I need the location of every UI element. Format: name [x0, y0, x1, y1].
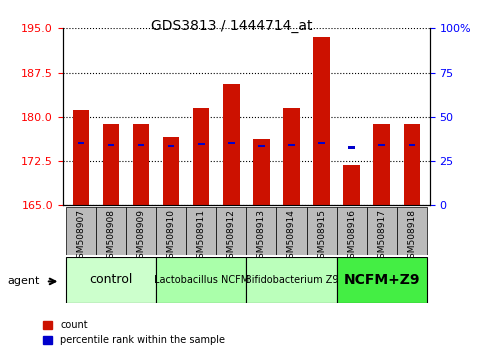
Text: NCFM+Z9: NCFM+Z9 [343, 273, 420, 287]
Bar [373, 124, 390, 205]
Bar [126, 207, 156, 255]
Bar [246, 207, 276, 255]
Bar [246, 257, 337, 303]
Bar [96, 207, 126, 255]
Bar [348, 147, 355, 149]
Bar [337, 207, 367, 255]
Bar [103, 124, 119, 205]
Text: GDS3813 / 1444714_at: GDS3813 / 1444714_at [151, 19, 313, 34]
Bar [409, 143, 415, 145]
Bar [228, 142, 235, 144]
Bar [133, 124, 149, 205]
Text: Bifidobacterium Z9: Bifidobacterium Z9 [245, 275, 338, 285]
Bar [138, 143, 144, 145]
Bar [78, 142, 84, 144]
Text: GSM508914: GSM508914 [287, 210, 296, 264]
Bar [403, 124, 420, 205]
Text: GSM508915: GSM508915 [317, 210, 326, 264]
Text: GSM508918: GSM508918 [407, 210, 416, 264]
Text: control: control [89, 273, 133, 286]
Text: Lactobacillus NCFM: Lactobacillus NCFM [154, 275, 249, 285]
Bar [367, 207, 397, 255]
Bar [313, 37, 330, 205]
Text: GSM508917: GSM508917 [377, 210, 386, 264]
Bar [163, 137, 179, 205]
Bar [283, 108, 300, 205]
Text: GSM508909: GSM508909 [137, 210, 145, 264]
Legend: count, percentile rank within the sample: count, percentile rank within the sample [39, 316, 229, 349]
Text: GSM508912: GSM508912 [227, 210, 236, 264]
Bar [223, 84, 240, 205]
Bar [397, 207, 427, 255]
Bar [258, 145, 265, 147]
Bar [288, 143, 295, 145]
Bar [193, 108, 210, 205]
Bar [72, 110, 89, 205]
Text: GSM508913: GSM508913 [257, 210, 266, 264]
Text: GSM508916: GSM508916 [347, 210, 356, 264]
Bar [108, 143, 114, 145]
Text: GSM508910: GSM508910 [167, 210, 176, 264]
Text: GSM508911: GSM508911 [197, 210, 206, 264]
Text: GSM508908: GSM508908 [106, 210, 115, 264]
Bar [307, 207, 337, 255]
Bar [276, 207, 307, 255]
Bar [216, 207, 246, 255]
Bar [156, 257, 246, 303]
Bar [66, 257, 156, 303]
Text: GSM508907: GSM508907 [76, 210, 85, 264]
Bar [168, 145, 174, 147]
Bar [66, 207, 96, 255]
Text: agent: agent [7, 276, 40, 286]
Bar [253, 139, 270, 205]
Bar [318, 142, 325, 144]
Bar [156, 207, 186, 255]
Bar [198, 143, 204, 145]
Bar [378, 144, 385, 146]
Bar [343, 165, 360, 205]
Bar [337, 257, 427, 303]
Bar [186, 207, 216, 255]
